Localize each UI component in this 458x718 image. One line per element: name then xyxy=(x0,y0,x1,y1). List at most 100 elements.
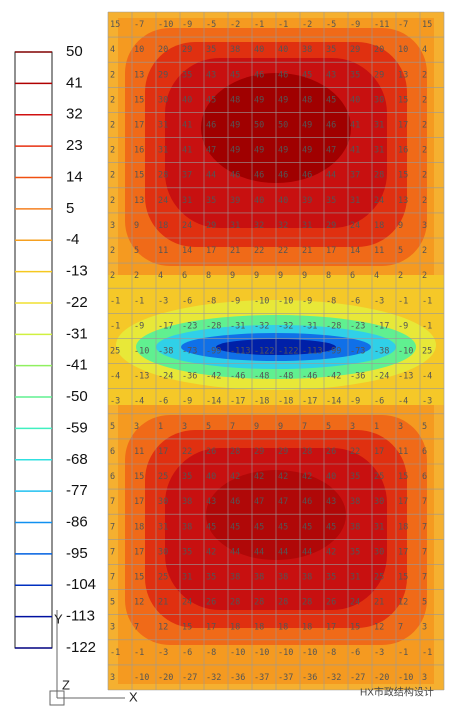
cell-value: -11 xyxy=(374,20,389,30)
cell-value: 7 xyxy=(110,522,115,532)
cell-value: -8 xyxy=(206,296,216,306)
cell-value: 44 xyxy=(278,547,288,557)
cell-value: 15 xyxy=(398,472,408,482)
cell-value: -17 xyxy=(158,321,173,331)
cell-value: -42 xyxy=(326,372,341,382)
cell-value: 11 xyxy=(374,246,384,256)
cell-value: 42 xyxy=(326,547,336,557)
cell-value: 41 xyxy=(350,121,360,131)
cell-value: 45 xyxy=(206,95,216,105)
cell-value: 2 xyxy=(110,171,115,181)
cell-value: 2 xyxy=(398,271,403,281)
cell-value: 44 xyxy=(302,547,312,557)
cell-value: 49 xyxy=(278,95,288,105)
cell-value: 46 xyxy=(230,497,240,507)
cell-value: -48 xyxy=(278,372,293,382)
cell-value: -1 xyxy=(110,321,120,331)
cell-value: 18 xyxy=(302,623,312,633)
cell-value: 28 xyxy=(302,598,312,608)
cell-value: 24 xyxy=(374,196,384,206)
cell-value: 32 xyxy=(278,221,288,231)
cell-value: 31 xyxy=(302,221,312,231)
cell-value: -37 xyxy=(254,673,269,683)
cell-value: -28 xyxy=(326,321,341,331)
cell-value: 2 xyxy=(422,171,427,181)
cell-value: 2 xyxy=(110,146,115,156)
cell-value: 31 xyxy=(350,196,360,206)
cell-value: -9 xyxy=(302,296,312,306)
cell-value: 17 xyxy=(158,447,168,457)
cell-value: 11 xyxy=(158,246,168,256)
cell-value: 49 xyxy=(230,146,240,156)
cell-value: 2 xyxy=(422,70,427,80)
cell-value: -23 xyxy=(182,321,197,331)
legend-label: -86 xyxy=(66,513,88,530)
cell-value: 11 xyxy=(134,447,144,457)
cell-value: 9 xyxy=(254,422,259,432)
cell-value: 39 xyxy=(230,196,240,206)
cell-value: 26 xyxy=(206,447,216,457)
cell-value: 31 xyxy=(374,522,384,532)
cell-value: 2 xyxy=(110,95,115,105)
cell-value: 15 xyxy=(398,573,408,583)
cell-value: 3 xyxy=(182,422,187,432)
cell-value: 7 xyxy=(134,623,139,633)
cell-value: 11 xyxy=(398,447,408,457)
cell-value: 7 xyxy=(302,422,307,432)
cell-value: 6 xyxy=(110,447,115,457)
cell-value: -48 xyxy=(254,372,269,382)
cell-value: 42 xyxy=(206,547,216,557)
cell-value: -8 xyxy=(206,648,216,658)
cell-value: 12 xyxy=(398,598,408,608)
cell-value: 18 xyxy=(158,221,168,231)
cell-value: 17 xyxy=(206,246,216,256)
cell-value: 15 xyxy=(422,20,432,30)
legend-label: 5 xyxy=(66,200,74,217)
cell-value: 38 xyxy=(350,497,360,507)
cell-value: 25 xyxy=(158,472,168,482)
legend-box xyxy=(14,51,53,649)
cell-value: 43 xyxy=(326,70,336,80)
cell-value: -1 xyxy=(422,321,432,331)
cell-value: 40 xyxy=(254,45,264,55)
cell-value: 44 xyxy=(206,171,216,181)
cell-value: 7 xyxy=(110,497,115,507)
cell-value: 3 xyxy=(422,623,427,633)
cell-value: 21 xyxy=(374,598,384,608)
cell-value: -9 xyxy=(182,397,192,407)
cell-value: 30 xyxy=(374,95,384,105)
cell-value: -10 xyxy=(278,296,293,306)
cell-value: 8 xyxy=(326,271,331,281)
cell-value: 6 xyxy=(422,472,427,482)
cell-value: 1 xyxy=(374,422,379,432)
cell-value: -1 xyxy=(110,648,120,658)
cell-value: 45 xyxy=(302,522,312,532)
cell-value: 30 xyxy=(158,547,168,557)
cell-value: 46 xyxy=(278,171,288,181)
cell-value: 28 xyxy=(374,171,384,181)
axis-origin xyxy=(49,690,65,706)
cell-value: 42 xyxy=(302,472,312,482)
cell-value: -13 xyxy=(398,372,413,382)
cell-value: -9 xyxy=(350,20,360,30)
cell-value: 6 xyxy=(110,472,115,482)
cell-value: -38 xyxy=(158,347,173,357)
cell-value: 6 xyxy=(182,271,187,281)
cell-value: 7 xyxy=(230,422,235,432)
cell-value: 35 xyxy=(350,70,360,80)
legend-label: -59 xyxy=(66,419,88,436)
cell-value: -1 xyxy=(254,20,264,30)
cell-value: 35 xyxy=(182,547,192,557)
cell-value: 15 xyxy=(134,472,144,482)
cell-value: 12 xyxy=(158,623,168,633)
cell-value: 15 xyxy=(134,95,144,105)
cell-value: 45 xyxy=(230,522,240,532)
cell-value: 28 xyxy=(254,598,264,608)
cell-value: 48 xyxy=(230,95,240,105)
cell-value: 28 xyxy=(158,171,168,181)
cell-value: 15 xyxy=(182,623,192,633)
cell-value: 35 xyxy=(206,573,216,583)
cell-value: -9 xyxy=(350,397,360,407)
cell-value: 7 xyxy=(110,573,115,583)
cell-value: 21 xyxy=(230,246,240,256)
